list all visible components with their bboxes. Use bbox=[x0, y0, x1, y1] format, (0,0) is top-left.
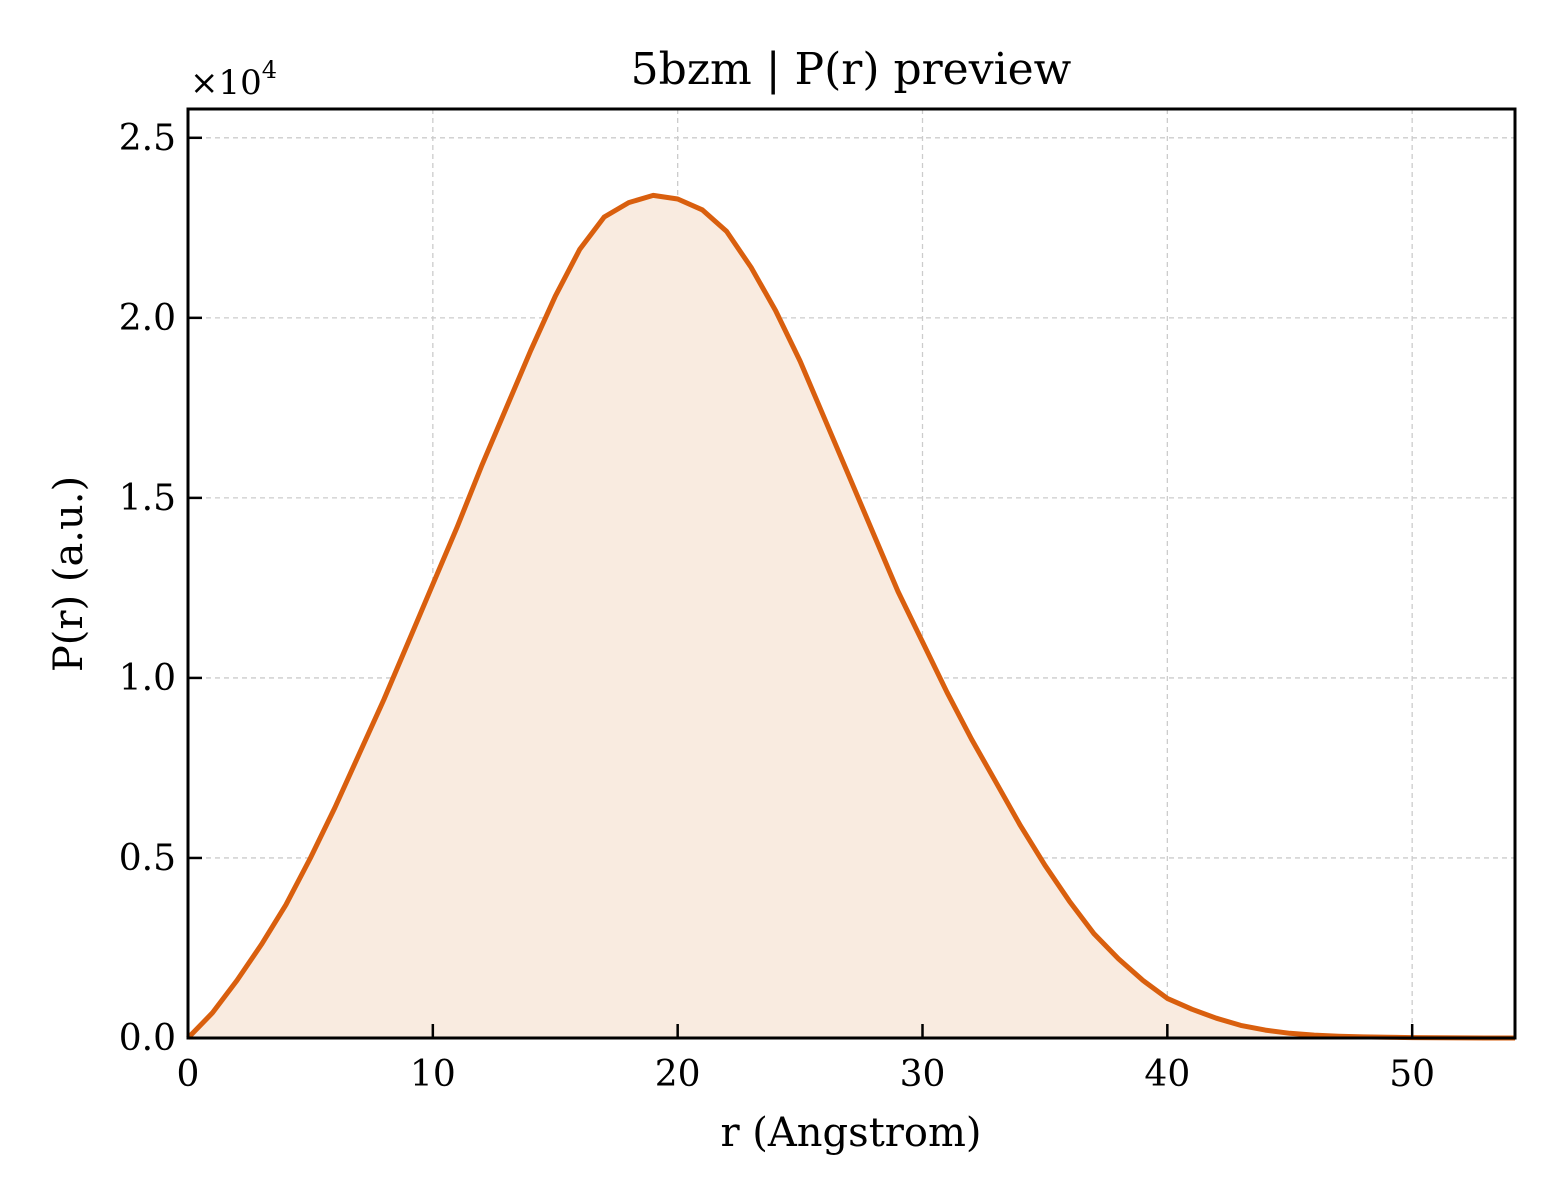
y-tick-label: 2.0 bbox=[119, 298, 176, 339]
y-tick-label: 0.5 bbox=[119, 838, 176, 879]
ticks: 0 10 20 30 40 50 0.0 0.5 1.0 1.5 2.0 2.5 bbox=[119, 118, 1435, 1095]
x-tick-label: 10 bbox=[410, 1054, 456, 1095]
plot-frame bbox=[186, 107, 1517, 1040]
y-axis-multiplier: ×104 bbox=[190, 56, 277, 103]
series-line bbox=[186, 192, 1515, 1041]
x-tick-label: 50 bbox=[1389, 1054, 1435, 1095]
x-tick-label: 0 bbox=[177, 1054, 200, 1095]
y-axis-label: P(r) (a.u.) bbox=[46, 476, 92, 672]
y-tick-label: 1.5 bbox=[119, 478, 176, 519]
x-tick-label: 40 bbox=[1144, 1054, 1190, 1095]
area-fill bbox=[188, 195, 1515, 1038]
y-tick-label: 0.0 bbox=[119, 1018, 176, 1059]
x-tick-label: 30 bbox=[900, 1054, 946, 1095]
x-axis-label: r (Angstrom) bbox=[720, 1110, 981, 1156]
y-tick-label: 1.0 bbox=[119, 658, 176, 699]
chart-title: 5bzm | P(r) preview bbox=[631, 44, 1072, 95]
y-tick-label: 2.5 bbox=[119, 118, 176, 159]
x-tick-label: 20 bbox=[655, 1054, 701, 1095]
